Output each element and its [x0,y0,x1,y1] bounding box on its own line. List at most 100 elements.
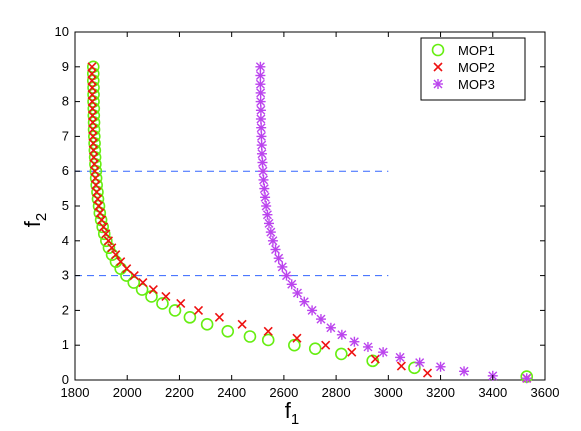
mop2-point [87,103,98,114]
legend: MOP1 MOP2 MOP3 [420,37,526,101]
mop3-point [521,373,532,384]
mop1-point [105,248,119,262]
star-stroke [433,79,443,89]
mop3-point [273,253,284,264]
legend-label-mop3: MOP3 [458,77,495,92]
legend-label-mop1: MOP1 [458,43,495,58]
y-tick-label: 10 [55,24,69,39]
star-stroke [363,342,373,352]
star-stroke [287,279,297,289]
reference-lines [75,170,389,277]
x-stroke [111,250,121,260]
x-stroke [94,201,104,211]
mop3-point [255,87,266,98]
x-stroke [138,277,148,288]
mop2-point [292,333,302,343]
x-stroke [116,257,126,267]
mop3-point [378,347,389,358]
mop3-point [336,329,347,340]
x-stroke [97,215,107,225]
x-tick-label: 2800 [322,385,351,400]
mop3-point [307,305,318,316]
mop3-point [325,322,336,333]
mop2-point [88,131,98,141]
x-stroke [88,124,98,135]
mop3-point [281,270,292,281]
legend-marker-mop3 [433,79,443,89]
mop2-point [92,187,102,197]
mop3-point [362,341,373,352]
star-stroke [271,245,281,254]
axis-ticks: 1800 2000 2200 2400 2600 2800 3000 3200 3400 3600… [55,24,560,400]
mop1-point [335,347,348,361]
star-stroke [337,330,347,340]
star-stroke [395,352,405,362]
star-stroke [256,131,266,141]
mop1-point [243,330,257,343]
x-stroke [107,243,117,253]
mop3-point [255,114,266,124]
star-stroke [436,362,446,372]
star-stroke [266,227,276,237]
mop2-point [193,305,204,315]
mop3-point [459,366,470,377]
mop2-point [88,145,99,155]
series-mop3 [255,61,532,384]
mop2-point [101,229,111,239]
star-stroke [262,210,272,220]
x-stroke [103,236,113,246]
x-stroke [193,305,204,315]
star-stroke [260,192,270,202]
x-tick-label: 3400 [478,385,507,400]
star-stroke [256,114,266,124]
y-tick-label: 3 [62,268,69,283]
star-stroke [522,373,532,383]
star-stroke [378,347,388,357]
mop2-point [98,222,109,232]
x-stroke [87,110,98,121]
mop2-point [87,62,97,72]
mop2-point [87,90,97,100]
series-mop2 [87,62,532,383]
y-axis-label: f2 [20,213,50,227]
mop2-point [87,69,97,79]
mop2-point [88,138,98,148]
star-stroke [257,158,267,167]
star-stroke [255,79,265,89]
mop3-point [255,105,266,116]
mop3-point [260,192,271,203]
x-stroke [88,131,98,141]
star-stroke [415,358,425,368]
mop1-point [200,318,214,331]
x-stroke [161,291,171,302]
x-stroke [88,117,98,128]
star-stroke [256,123,266,133]
mop3-point [277,261,288,272]
mop3-point [414,357,425,368]
x-stroke [87,69,97,79]
y-tick-label: 5 [62,198,69,213]
mop2-point [87,110,98,121]
mop3-point [257,157,268,168]
y-tick-label: 9 [62,59,69,74]
x-stroke [396,361,406,371]
star-stroke [259,184,269,194]
legend-marker-mop1 [431,43,445,57]
x-stroke [92,187,102,197]
legend-box [420,37,526,101]
mop3-point [255,70,266,81]
mop1-point [168,304,182,317]
x-stroke [263,326,273,336]
mop3-point [259,183,270,194]
series-mop1 [86,60,534,383]
x-stroke [321,340,331,350]
x-tick-label: 2200 [165,385,194,400]
mop3-point [265,227,276,238]
mop2-point [107,243,117,253]
mop2-point [111,250,121,260]
mop2-point [87,76,97,86]
x-stroke [95,208,105,218]
mop3-point [255,96,266,107]
y-tick-label: 4 [62,233,69,248]
mop3-point [292,288,303,298]
